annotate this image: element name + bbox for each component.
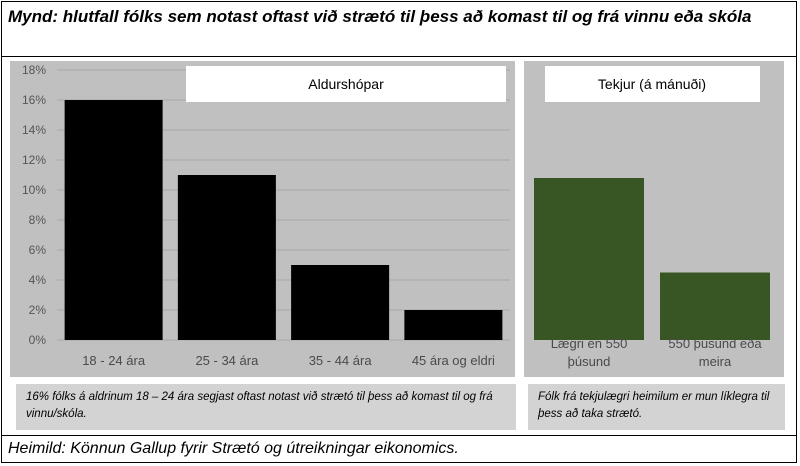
bar-age-group [64, 100, 163, 340]
x-category-label: 18 - 24 ára [82, 353, 146, 368]
income-note: Fólk frá tekjulægri heimilum er mun líkl… [528, 384, 785, 430]
bar-age-group [291, 265, 390, 340]
age-groups-title-box [186, 66, 506, 102]
y-tick-label: 14% [22, 123, 46, 137]
income-title: Tekjur (á mánuði) [598, 76, 706, 92]
x-category-label: Lægri en 550 þúsund [551, 336, 628, 369]
source-text: Heimild: Könnun Gallup fyrir Strætó og ú… [8, 440, 459, 457]
bar-income [660, 272, 770, 340]
figure-title: Mynd: hlutfall fólks sem notast oftast v… [8, 7, 752, 26]
y-tick-label: 18% [22, 63, 46, 77]
y-tick-label: 10% [22, 183, 46, 197]
y-tick-label: 2% [29, 303, 47, 317]
x-category-label: 25 - 34 ára [195, 353, 259, 368]
x-category-label: 45 ára og eldri [412, 353, 495, 368]
title-divider [2, 56, 796, 57]
y-tick-label: 8% [29, 213, 47, 227]
x-category-label: 35 - 44 ára [309, 353, 373, 368]
age-groups-title: Aldurshópar [308, 76, 384, 92]
bar-age-group [177, 175, 276, 340]
y-tick-label: 6% [29, 243, 47, 257]
y-tick-label: 12% [22, 153, 46, 167]
bar-income [534, 178, 644, 340]
bar-age-group [404, 310, 503, 340]
y-tick-label: 16% [22, 93, 46, 107]
source-divider [2, 435, 796, 436]
age-groups-note: 16% fólks á aldrinum 18 – 24 ára segjast… [16, 384, 516, 430]
y-tick-label: 0% [29, 333, 47, 347]
x-category-label: 550 þúsund eða meira [668, 336, 762, 369]
income-title-box [545, 66, 760, 102]
y-tick-label: 4% [29, 273, 47, 287]
